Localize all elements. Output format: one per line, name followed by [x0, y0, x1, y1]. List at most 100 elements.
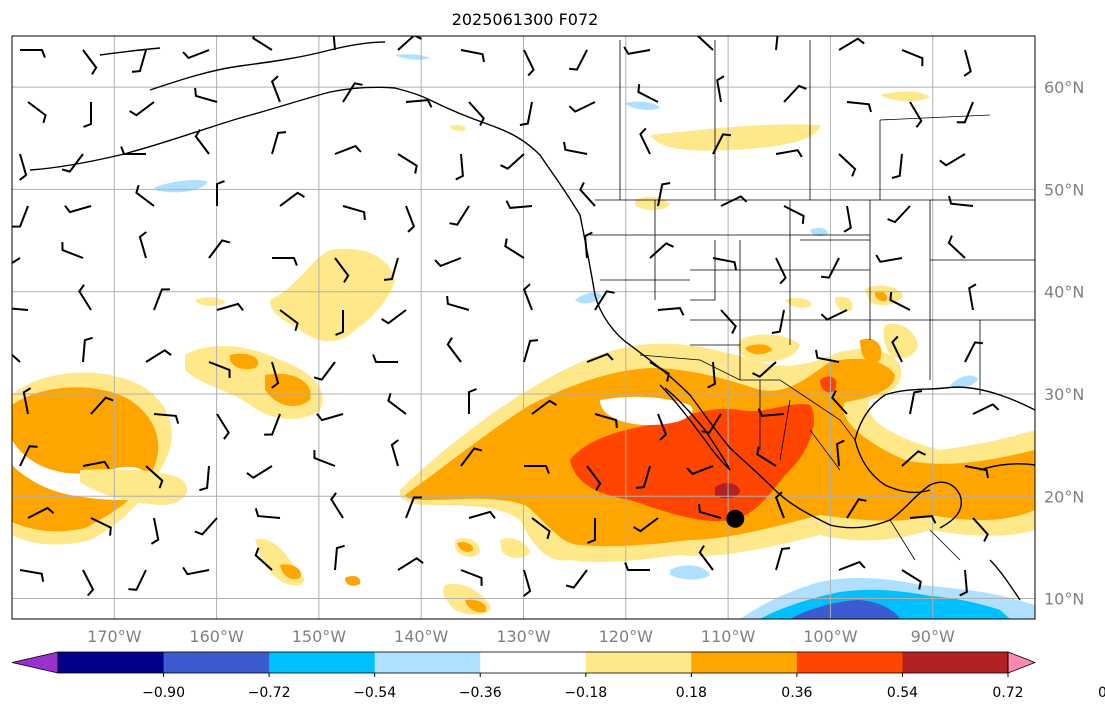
wind-barb — [12, 205, 29, 228]
wind-barb — [523, 339, 539, 363]
wind-barb — [19, 569, 45, 582]
wind-barb — [182, 49, 210, 60]
map-frame — [11, 35, 1036, 620]
wind-barb — [128, 569, 147, 591]
wind-barb — [756, 446, 777, 467]
wind-barb — [686, 465, 714, 476]
wind-barb — [387, 392, 407, 415]
wind-barb — [623, 46, 651, 55]
wind-barb — [208, 239, 231, 259]
wind-barb — [27, 506, 55, 519]
colorbar-tick-label: −0.72 — [248, 685, 291, 701]
colorbar-tick-label: −0.18 — [564, 685, 607, 701]
wind-barb — [909, 101, 923, 128]
colorbar-frame — [57, 651, 1009, 674]
wind-barb — [460, 447, 483, 467]
wind-barb — [468, 388, 477, 414]
wind-barb — [449, 205, 470, 226]
wind-barb — [455, 153, 464, 181]
wind-barb — [82, 336, 93, 363]
wind-barb — [887, 205, 911, 224]
wind-barb — [594, 413, 618, 429]
longitude-label: 140°W — [394, 627, 449, 646]
wind-barb — [831, 390, 848, 415]
wind-barb — [397, 557, 424, 571]
wind-barb — [342, 82, 363, 103]
wind-barb — [524, 465, 550, 474]
wind-barb — [82, 49, 98, 75]
wind-barb — [500, 153, 525, 170]
colorbar-segment — [691, 652, 798, 673]
wind-barb — [774, 491, 785, 519]
wind-barb — [135, 184, 155, 207]
wind-barb — [901, 569, 922, 590]
wind-barb — [397, 36, 422, 51]
wind-barb — [563, 141, 588, 155]
colorbar-segment — [269, 652, 376, 673]
longitude-label: 90°W — [911, 627, 955, 646]
wind-barb — [330, 492, 344, 519]
colorbar-tick-label: 0.36 — [781, 685, 812, 701]
wind-barb — [820, 257, 840, 279]
gridlines — [12, 36, 1035, 619]
wind-barb — [815, 349, 840, 363]
wind-barb — [145, 465, 164, 489]
longitude-label: 160°W — [189, 627, 244, 646]
wind-barb — [838, 37, 865, 51]
latitude-label: 60°N — [1044, 78, 1084, 97]
wind-barb — [712, 257, 737, 271]
wind-barb — [372, 354, 398, 363]
wind-barb — [939, 153, 966, 167]
wind-barb — [468, 101, 485, 126]
wind-barb — [334, 257, 350, 283]
colorbar-extend-low — [11, 651, 59, 674]
wind-barb — [468, 510, 496, 519]
wind-barb — [194, 129, 210, 155]
wind-barb — [586, 352, 614, 363]
wind-barb — [90, 517, 112, 536]
wind-barb — [397, 153, 418, 174]
wind-barb — [783, 205, 805, 225]
wind-barb — [584, 231, 593, 259]
wind-barb — [752, 361, 777, 378]
wind-barb — [252, 36, 273, 51]
wind-barb — [20, 49, 46, 58]
wind-barb — [568, 49, 588, 71]
longitude-label: 100°W — [803, 627, 858, 646]
wind-barb — [948, 195, 974, 207]
wind-barb — [334, 544, 345, 571]
wind-barb — [775, 257, 787, 285]
wind-barb — [657, 307, 685, 316]
wind-barb — [701, 413, 722, 434]
wind-barb — [153, 288, 170, 311]
wind-barb — [446, 337, 462, 363]
wind-barb — [381, 309, 407, 325]
wind-barb — [972, 403, 1000, 415]
wind-barb — [82, 460, 110, 470]
wind-barb — [649, 361, 670, 382]
wind-barb — [531, 517, 551, 540]
wind-barb — [313, 450, 336, 467]
wind-barb — [579, 182, 596, 207]
wind-barb — [891, 153, 903, 179]
longitude-label: 130°W — [496, 627, 551, 646]
wind-barb — [775, 36, 779, 51]
colorbar-segment — [480, 652, 587, 673]
wind-barb — [64, 205, 92, 214]
wind-barb — [19, 153, 28, 181]
wind-barb — [775, 149, 803, 158]
colorbar-tick-label: 0.72 — [992, 685, 1023, 701]
wind-barb — [216, 302, 244, 311]
latitude-label: 30°N — [1044, 385, 1084, 404]
wind-barb — [875, 254, 903, 263]
wind-barb — [846, 498, 867, 519]
colorbar-tick-label: 0.18 — [676, 685, 707, 701]
wind-barb — [968, 283, 977, 311]
wind-barb — [775, 547, 791, 571]
wind-barb — [838, 560, 866, 571]
wind-barb — [707, 361, 716, 389]
colorbar-tick-label: −0.54 — [353, 685, 396, 701]
map-title: 2025061300 F072 — [451, 10, 599, 29]
wind-barb — [594, 290, 615, 311]
wind-barb — [712, 133, 732, 155]
